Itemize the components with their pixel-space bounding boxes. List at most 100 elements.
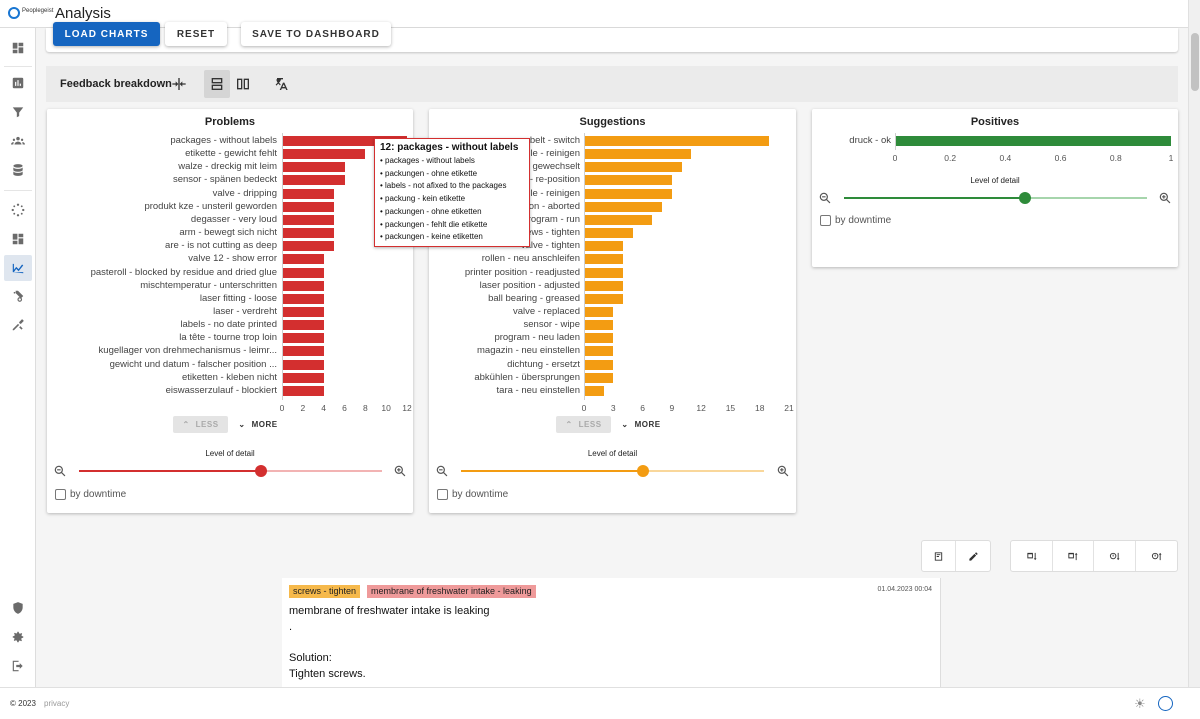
bar[interactable] [584,306,614,317]
vertical-scrollbar[interactable] [1188,0,1200,687]
bar[interactable] [895,136,1171,146]
checkbox-box[interactable] [820,215,831,226]
bar[interactable] [584,333,614,344]
problems-more-button[interactable]: ⌄ MORE [233,416,283,433]
privacy-link[interactable]: privacy [44,699,70,708]
suggestions-less-button[interactable]: ⌃ LESS [556,416,611,433]
bar[interactable] [584,188,672,199]
sort-date-asc-icon[interactable] [1053,541,1094,571]
bar[interactable] [584,175,672,186]
bar[interactable] [584,201,663,212]
bar[interactable] [584,385,604,396]
bar[interactable] [584,320,614,331]
bar[interactable] [584,346,614,357]
sort-downtime-asc-icon[interactable] [1136,541,1177,571]
x-tick-label: 4 [321,403,327,413]
gear-icon[interactable] [8,627,28,647]
split-columns-icon[interactable] [166,70,192,98]
bar[interactable] [584,149,692,160]
bar[interactable] [282,175,345,186]
group-icon[interactable] [8,131,28,151]
bar[interactable] [584,359,614,370]
bar[interactable] [282,372,324,383]
bar[interactable] [282,136,407,146]
suggestions-downtime-checkbox[interactable]: by downtime [437,489,508,500]
tooltip-list: packages - without labelspackungen - ohn… [380,155,524,244]
bar[interactable] [282,201,335,212]
suggestion-tag[interactable]: screws - tighten [289,585,361,598]
bar[interactable] [584,214,653,225]
bar[interactable] [584,280,624,291]
bar[interactable] [282,228,335,239]
bar[interactable] [584,136,770,146]
translate-icon[interactable] [270,70,296,98]
security-settings-icon[interactable] [8,598,28,618]
bar[interactable] [282,280,324,291]
bar[interactable] [282,162,345,173]
bar[interactable] [282,306,324,317]
zoom-in-icon[interactable] [776,464,790,478]
scrollbar-thumb[interactable] [1191,33,1199,91]
bar[interactable] [584,254,624,265]
bar[interactable] [584,293,624,304]
zoom-in-icon[interactable] [393,464,407,478]
bar[interactable] [282,188,335,199]
filter-icon[interactable] [8,102,28,122]
positives-downtime-checkbox[interactable]: by downtime [820,215,891,226]
zoom-in-icon[interactable] [1158,191,1172,205]
suggestions-lod-thumb[interactable] [637,465,649,477]
bar[interactable] [282,241,335,252]
bar-chart-icon[interactable] [8,73,28,93]
tools-icon[interactable] [8,315,28,335]
checkbox-box[interactable] [437,489,448,500]
theme-sun-icon[interactable]: ☀ [1134,696,1146,711]
sort-downtime-desc-icon[interactable] [1094,541,1136,571]
analysis-icon[interactable] [4,255,32,281]
problem-tag[interactable]: membrane of freshwater intake - leaking [367,585,536,598]
load-charts-button[interactable]: LOAD CHARTS [53,22,160,46]
problems-lod-thumb[interactable] [255,465,267,477]
database-icon[interactable] [8,160,28,180]
bar[interactable] [584,267,624,278]
bar[interactable] [282,346,324,357]
entry-text-line: membrane of freshwater intake is leaking [289,605,490,617]
bar[interactable] [584,228,633,239]
save-to-dashboard-button[interactable]: SAVE TO DASHBOARD [241,22,391,46]
peoplegeist-logo-icon[interactable] [8,7,20,19]
bar[interactable] [282,267,324,278]
bar[interactable] [584,162,682,173]
positives-lod-thumb[interactable] [1019,192,1031,204]
problems-less-button[interactable]: ⌃ LESS [173,416,228,433]
logout-icon[interactable] [8,656,28,676]
x-tick-label: 15 [725,403,736,413]
bar[interactable] [584,241,624,252]
rows-layout-icon[interactable] [204,70,230,98]
zoom-out-icon[interactable] [818,191,832,205]
bar[interactable] [282,359,324,370]
search-tag-icon[interactable] [8,286,28,306]
table-view-icon[interactable] [922,541,957,571]
reset-button[interactable]: RESET [165,22,227,46]
dashboard-alt-icon[interactable] [8,229,28,249]
zoom-out-icon[interactable] [435,464,449,478]
suggestions-more-button[interactable]: ⌄ MORE [616,416,666,433]
category-label: ball bearing - greased [488,292,580,304]
bar[interactable] [282,293,324,304]
bar[interactable] [282,149,366,160]
bar[interactable] [282,254,324,265]
bar[interactable] [282,214,335,225]
zoom-out-icon[interactable] [53,464,67,478]
bar[interactable] [282,320,324,331]
bar[interactable] [584,372,614,383]
edit-pencil-icon[interactable] [956,541,990,571]
checkbox-box[interactable] [55,489,66,500]
sort-date-desc-icon[interactable] [1011,541,1053,571]
spinner-icon[interactable] [8,200,28,220]
peoplegeist-footer-logo-icon[interactable] [1158,696,1173,711]
problems-downtime-checkbox[interactable]: by downtime [55,489,126,500]
bar[interactable] [282,385,324,396]
bar[interactable] [282,333,324,344]
dashboard-icon[interactable] [8,38,28,58]
feedback-entry[interactable]: screws - tighten membrane of freshwater … [282,578,941,687]
columns-layout-icon[interactable] [230,70,256,98]
